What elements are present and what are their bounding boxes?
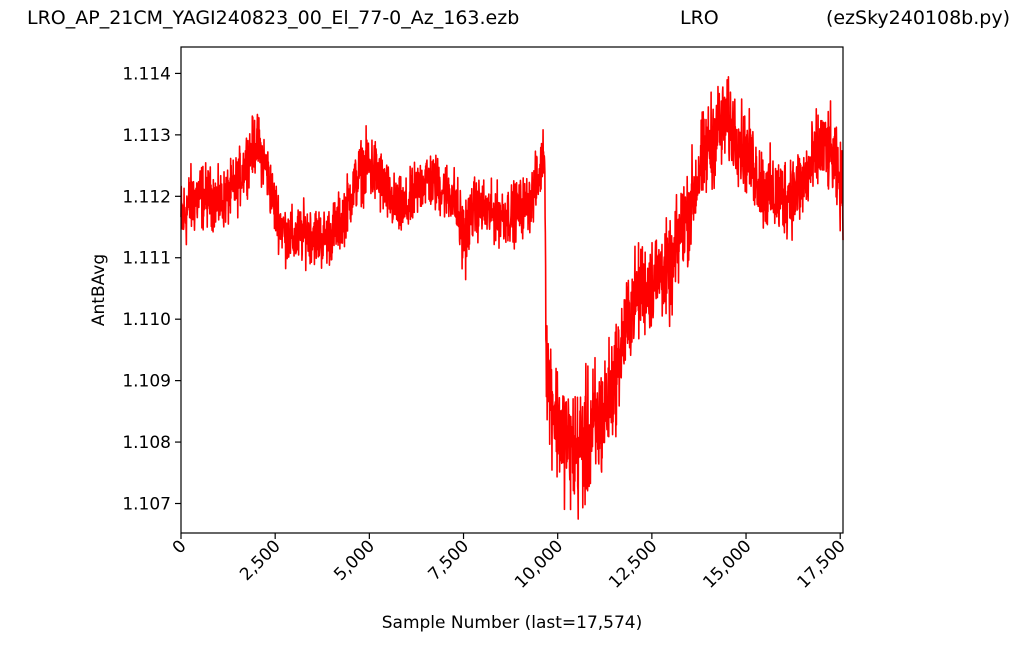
x-tick-label: 10,000 (511, 536, 567, 592)
x-tick-label: 15,000 (699, 536, 755, 592)
y-tick-label: 1.109 (122, 372, 171, 392)
x-tick-label: 5,000 (330, 536, 379, 585)
y-tick-label: 1.114 (122, 64, 171, 84)
plot-frame (180, 46, 844, 534)
x-axis-label: Sample Number (last=17,574) (382, 613, 643, 633)
x-tick-label: 0 (169, 536, 191, 558)
y-axis: 1.107 1.108 1.109 1.110 1.111 1.112 1.113 1.114 (122, 64, 181, 515)
y-axis-label: AntBAvg (89, 254, 109, 326)
y-tick-label: 1.110 (122, 310, 171, 330)
x-tick-label: 12,500 (605, 536, 661, 592)
observatory-title: LRO (680, 7, 719, 29)
antbavg-series-line (180, 76, 844, 520)
x-tick-label: 17,500 (794, 536, 850, 592)
x-axis: 0 2,500 5,000 7,500 10,000 12,500 15,000 17,500 (169, 533, 850, 593)
series-layer (180, 76, 844, 520)
y-tick-label: 1.107 (122, 495, 171, 515)
x-tick-label: 7,500 (424, 536, 473, 585)
y-tick-label: 1.108 (122, 433, 171, 453)
x-tick-label: 2,500 (236, 536, 285, 585)
file-name-title: LRO_AP_21CM_YAGI240823_00_El_77-0_Az_163… (27, 7, 520, 29)
script-name-title: (ezSky240108b.py) (825, 7, 1010, 29)
y-tick-label: 1.111 (122, 249, 171, 269)
y-tick-label: 1.112 (122, 187, 171, 207)
y-tick-label: 1.113 (122, 126, 171, 146)
